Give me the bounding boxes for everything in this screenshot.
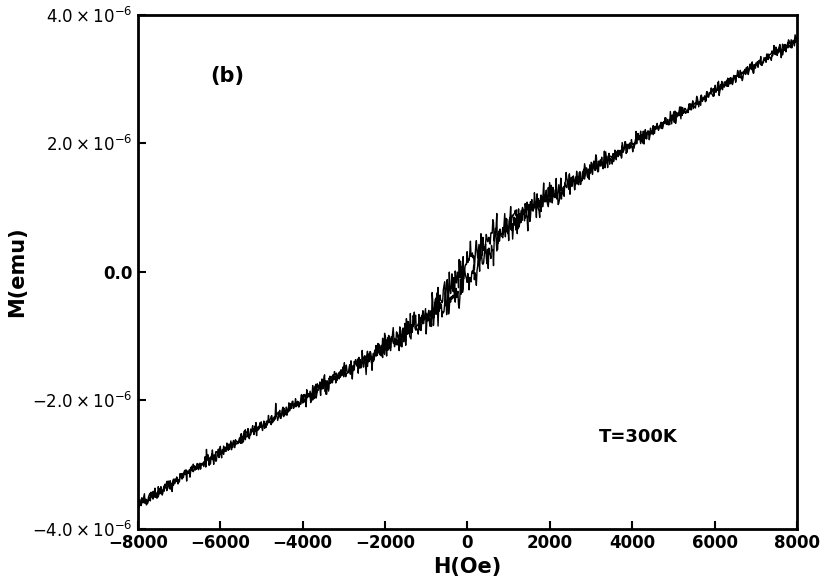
Text: T=300K: T=300K — [600, 429, 678, 446]
Y-axis label: M(emu): M(emu) — [7, 227, 27, 317]
X-axis label: H(Oe): H(Oe) — [433, 557, 501, 577]
Text: (b): (b) — [210, 67, 244, 86]
